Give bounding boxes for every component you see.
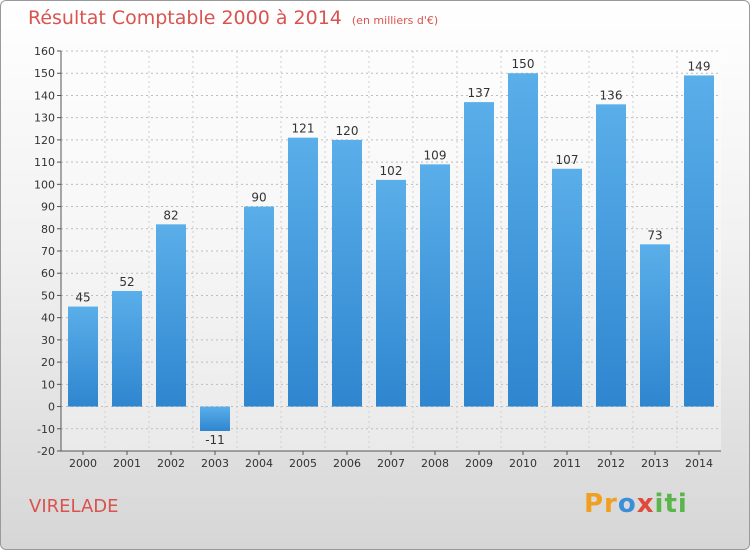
x-tick-label: 2014 [685,457,713,470]
bar [420,164,450,407]
data-label: 120 [336,124,359,138]
bar [508,73,538,407]
data-label: -11 [205,433,225,447]
bar [244,206,274,407]
y-tick-label: 10 [41,378,55,391]
data-label: 137 [468,86,491,100]
y-tick-label: 120 [34,134,55,147]
bar [376,179,406,407]
x-tick-label: 2006 [333,457,361,470]
data-label: 82 [163,208,178,222]
x-tick-label: 2003 [201,457,229,470]
bar [68,306,98,407]
data-label: 149 [688,59,711,73]
y-tick-label: 100 [34,178,55,191]
x-tick-label: 2002 [157,457,185,470]
x-tick-label: 2008 [421,457,449,470]
x-tick-label: 2001 [113,457,141,470]
bar [640,244,670,407]
y-tick-label: 40 [41,312,55,325]
chart-subtitle: (en milliers d'€) [351,14,439,27]
y-tick-label: 50 [41,289,55,302]
y-tick-label: -20 [37,445,55,458]
x-tick-label: 2013 [641,457,669,470]
bar [596,104,626,407]
data-label: 107 [556,153,579,167]
data-label: 52 [119,275,134,289]
bar [464,102,494,407]
y-tick-label: 20 [41,356,55,369]
commune-name: VIRELADE [29,496,119,517]
y-tick-label: 130 [34,112,55,125]
logo-part-2: o [617,489,637,519]
y-tick-label: 110 [34,156,55,169]
y-tick-label: -10 [37,423,55,436]
bar [552,168,582,407]
y-tick-label: 140 [34,89,55,102]
data-label: 121 [292,122,315,136]
x-tick-label: 2005 [289,457,317,470]
chart-title: Résultat Comptable 2000 à 2014 (en millie… [28,7,438,29]
y-tick-label: 70 [41,245,55,258]
bar [332,139,362,407]
bar [684,75,714,407]
data-label: 136 [600,88,623,102]
y-tick-label: 90 [41,201,55,214]
y-tick-label: 60 [41,267,55,280]
bar [200,406,230,431]
bar [288,137,318,407]
data-label: 73 [647,228,662,242]
proxiti-logo: Proxiti [584,489,688,519]
data-label: 109 [424,148,447,162]
logo-part-3: x [636,489,655,519]
x-tick-label: 2009 [465,457,493,470]
logo-part-4: iti [654,489,688,519]
data-label: 150 [512,57,535,71]
y-tick-label: 80 [41,223,55,236]
data-label: 102 [380,164,403,178]
y-tick-label: 160 [34,45,55,58]
x-tick-label: 2010 [509,457,537,470]
data-label: 45 [75,291,90,305]
bar [112,291,142,407]
chart-title-text: Résultat Comptable 2000 à 2014 [28,7,342,29]
y-tick-label: 150 [34,67,55,80]
x-tick-label: 2012 [597,457,625,470]
x-tick-label: 2000 [69,457,97,470]
logo-part-1: Pr [584,489,618,519]
y-tick-label: 0 [48,401,55,414]
x-tick-label: 2004 [245,457,273,470]
data-label: 90 [251,191,266,205]
y-tick-label: 30 [41,334,55,347]
x-tick-label: 2007 [377,457,405,470]
x-tick-label: 2011 [553,457,581,470]
bar [156,224,186,407]
